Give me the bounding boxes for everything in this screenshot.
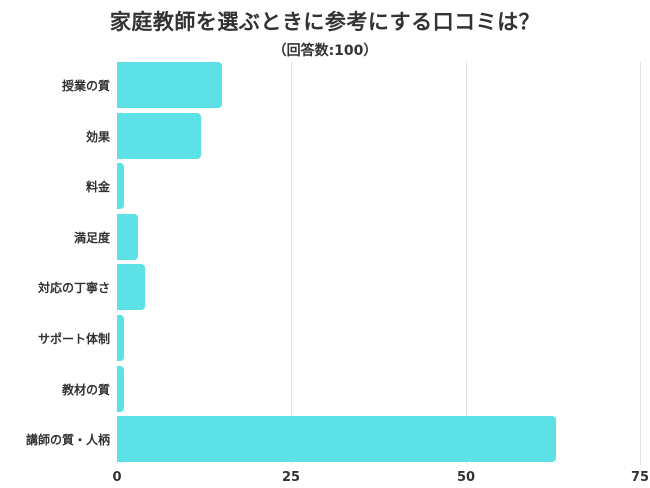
chart-title: 家庭教師を選ぶときに参考にする口コミは？ bbox=[109, 10, 541, 34]
x-tick-25: 25 bbox=[281, 470, 301, 485]
gridline-75 bbox=[640, 62, 641, 465]
category-label: 講師の質・人柄 bbox=[25, 433, 110, 448]
bar bbox=[117, 365, 124, 412]
bar bbox=[117, 264, 145, 311]
gridline-25 bbox=[291, 62, 292, 465]
bar bbox=[117, 163, 124, 210]
x-tick-50: 50 bbox=[456, 470, 476, 485]
gridline-50 bbox=[466, 62, 467, 465]
x-tick-75: 75 bbox=[630, 470, 650, 485]
category-label: 効果 bbox=[85, 129, 110, 144]
x-tick-0: 0 bbox=[112, 470, 122, 485]
category-label: 授業の質 bbox=[61, 79, 110, 93]
plot-area bbox=[117, 62, 641, 465]
category-label: 満足度 bbox=[73, 230, 110, 245]
chart-subtitle: （回答数:100） bbox=[272, 43, 378, 59]
category-label: 料金 bbox=[85, 180, 110, 195]
category-label: サポート体制 bbox=[37, 332, 110, 346]
bar bbox=[117, 315, 124, 361]
category-label: 教材の質 bbox=[61, 382, 110, 397]
bar bbox=[117, 416, 557, 463]
bar bbox=[117, 213, 138, 260]
bar bbox=[117, 62, 222, 108]
category-label: 対応の丁寧さ bbox=[37, 281, 110, 296]
bar bbox=[117, 112, 201, 159]
